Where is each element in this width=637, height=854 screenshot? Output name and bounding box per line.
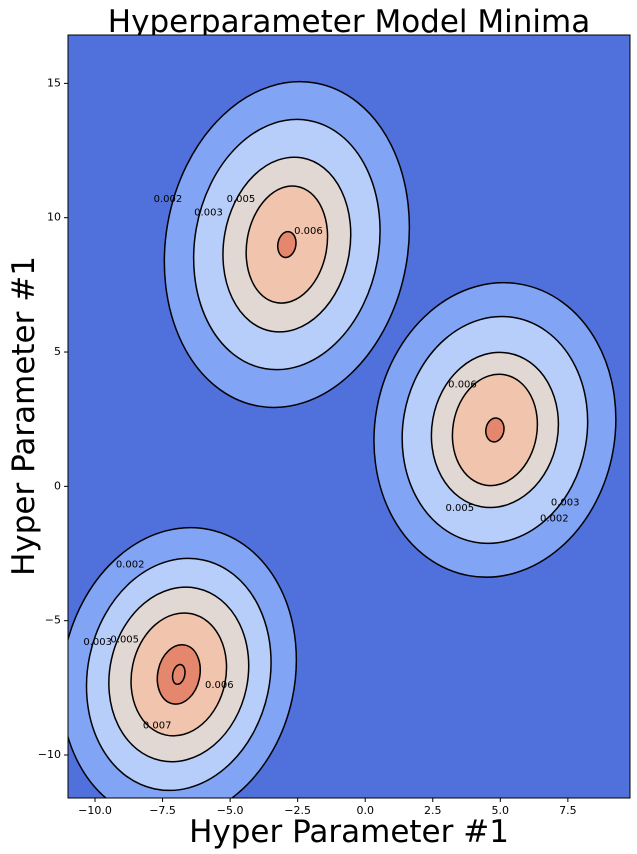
contour-label: 0.006 (205, 680, 234, 691)
y-tick-label: −10 (38, 748, 61, 761)
x-tick-label: −5.0 (217, 804, 244, 817)
contour-line (85, 557, 272, 792)
chart-title: Hyperparameter Model Minima (108, 4, 590, 40)
contour-label: 0.005 (110, 634, 139, 645)
y-tick-label: 5 (54, 345, 61, 358)
y-tick-label: −5 (45, 614, 61, 627)
contour-line (171, 663, 186, 686)
contour-fills (68, 81, 616, 798)
x-tick-label: 5.0 (492, 804, 510, 817)
contour-label: 0.003 (83, 637, 112, 648)
contour-line (156, 643, 201, 705)
y-axis-ticks: −10 −5 0 5 10 15 (38, 76, 68, 761)
x-tick-label: 7.5 (559, 804, 577, 817)
contour-label: 0.003 (551, 497, 580, 508)
contour-band-fill (172, 664, 186, 685)
contour-line (163, 80, 411, 409)
contour-label: 0.006 (448, 379, 477, 390)
contour-line (192, 118, 381, 371)
contour-line (430, 351, 560, 509)
x-tick-label: −10.0 (78, 804, 112, 817)
x-tick-label: 2.5 (424, 804, 442, 817)
contour-line (451, 373, 539, 487)
y-tick-label: 0 (54, 479, 61, 492)
x-tick-label: −7.5 (149, 804, 176, 817)
contour-line (373, 281, 617, 578)
contour-line (222, 156, 352, 333)
contour-line (68, 526, 298, 798)
x-axis-ticks: −10.0 −7.5 −5.0 −2.5 0.0 2.5 5.0 7.5 (78, 798, 577, 817)
contour-line (108, 586, 250, 763)
y-tick-label: 15 (47, 76, 61, 89)
contour-label: 0.002 (116, 559, 145, 570)
x-axis-label: Hyper Parameter #1 (189, 814, 509, 850)
contour-line (276, 230, 297, 259)
contour-line (130, 612, 228, 737)
contour-band-fill (485, 418, 505, 442)
x-tick-label: 0.0 (356, 804, 374, 817)
contour-line (401, 315, 589, 545)
contour-label: 0.002 (154, 194, 183, 205)
contour-label: 0.005 (445, 503, 474, 514)
plot-frame (67, 34, 631, 799)
contour-band-fill (277, 231, 297, 258)
contour-line (245, 185, 329, 304)
y-tick-label: 10 (47, 211, 61, 224)
contour-label: 0.006 (294, 226, 323, 237)
contour-line (485, 417, 505, 443)
y-axis-label: Hyper Parameter #1 (6, 256, 42, 576)
contour-label: 0.007 (143, 720, 172, 731)
contour-label: 0.002 (540, 514, 569, 525)
contour-label: 0.003 (194, 207, 223, 218)
contour-lines (68, 80, 617, 798)
x-tick-label: −2.5 (284, 804, 311, 817)
contour-label: 0.005 (227, 194, 256, 205)
